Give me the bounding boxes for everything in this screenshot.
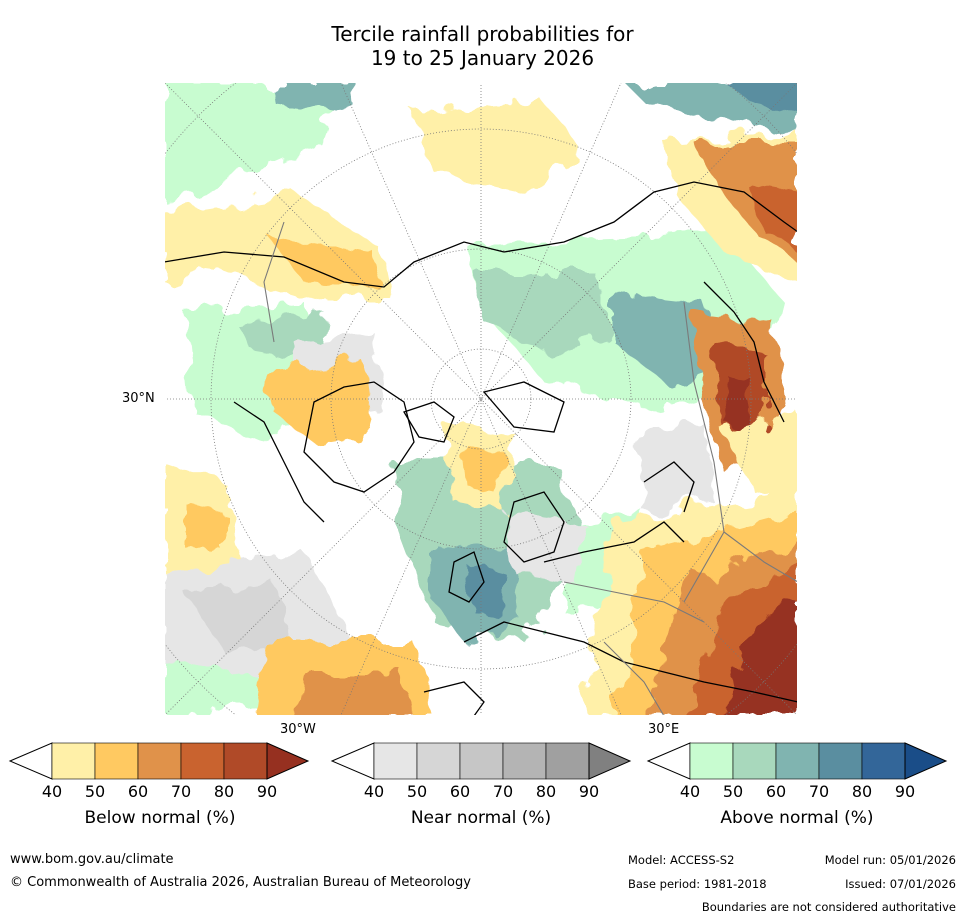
- footer-base-period: Base period: 1981-2018: [628, 877, 767, 891]
- colorbar-above-low-arrow: [646, 742, 691, 780]
- colorbar-above-title: Above normal (%): [720, 808, 874, 828]
- colorbar-near-tick: 90: [578, 782, 600, 801]
- graticule: [164, 82, 798, 716]
- colorbar-near-tick: 40: [363, 782, 385, 801]
- probability-map: [164, 82, 798, 716]
- colorbar-near-segment: [545, 742, 590, 780]
- colorbar-near-tick: 60: [449, 782, 471, 801]
- footer-website: www.bom.gov.au/climate: [10, 852, 174, 867]
- lon-label-30w: 30°W: [280, 722, 316, 737]
- colorbar-below-tick: 80: [213, 782, 235, 801]
- colorbar-near-low-arrow: [330, 742, 375, 780]
- colorbar-below-tick: 70: [170, 782, 192, 801]
- lon-label-30e: 30°E: [648, 722, 680, 737]
- colorbar-above-tick: 60: [765, 782, 787, 801]
- colorbar-above-tick: 70: [808, 782, 830, 801]
- footer-issued: Issued: 07/01/2026: [845, 877, 956, 891]
- title-line-2: 19 to 25 January 2026: [370, 46, 595, 70]
- footer-copyright: © Commonwealth of Australia 2026, Austra…: [10, 875, 471, 890]
- colorbar-above-segment: [732, 742, 777, 780]
- colorbar-below-segment: [137, 742, 182, 780]
- colorbar-below-tick: 40: [41, 782, 63, 801]
- colorbar-below-segment: [51, 742, 96, 780]
- title-line-1: Tercile rainfall probabilities for: [331, 22, 634, 46]
- colorbar-below-tick: 90: [256, 782, 278, 801]
- colorbar-below-segment: [180, 742, 225, 780]
- colorbar-below-high-arrow: [266, 742, 310, 780]
- colorbar-below-tick: 50: [84, 782, 106, 801]
- colorbar-above-tick: 40: [679, 782, 701, 801]
- map-title: Tercile rainfall probabilities for 19 to…: [0, 22, 965, 70]
- colorbar-above-tick: 90: [894, 782, 916, 801]
- colorbar-above-high-arrow: [904, 742, 948, 780]
- map-frame: [164, 82, 798, 716]
- colorbar-near-tick: 80: [535, 782, 557, 801]
- footer-model-run: Model run: 05/01/2026: [824, 853, 956, 867]
- coastlines: [164, 181, 798, 716]
- colorbar-near-high-arrow: [588, 742, 632, 780]
- lat-label-30n: 30°N: [122, 391, 155, 406]
- colorbar-above-normal: [646, 742, 948, 780]
- colorbar-near-segment: [373, 742, 418, 780]
- colorbar-below-tick: 60: [127, 782, 149, 801]
- colorbar-above-segment: [775, 742, 820, 780]
- colorbar-above-tick: 50: [722, 782, 744, 801]
- colorbar-below-segment: [94, 742, 139, 780]
- probability-fields: [164, 82, 798, 716]
- colorbar-below-low-arrow: [8, 742, 53, 780]
- colorbar-above-segment: [689, 742, 734, 780]
- footer-disclaimer: Boundaries are not considered authoritat…: [701, 900, 956, 914]
- colorbar-below-normal: [8, 742, 310, 780]
- colorbar-above-segment: [861, 742, 906, 780]
- colorbar-near-tick: 50: [406, 782, 428, 801]
- colorbar-near-segment: [416, 742, 461, 780]
- colorbar-near-tick: 70: [492, 782, 514, 801]
- colorbar-near-title: Near normal (%): [410, 808, 552, 828]
- footer-model: Model: ACCESS-S2: [628, 853, 735, 867]
- colorbar-below-title: Below normal (%): [84, 808, 236, 828]
- colorbar-near-segment: [502, 742, 547, 780]
- colorbar-above-segment: [818, 742, 863, 780]
- colorbar-near-normal: [330, 742, 632, 780]
- colorbar-above-tick: 80: [851, 782, 873, 801]
- colorbar-near-segment: [459, 742, 504, 780]
- political-boundaries: [263, 221, 798, 716]
- colorbar-below-segment: [223, 742, 268, 780]
